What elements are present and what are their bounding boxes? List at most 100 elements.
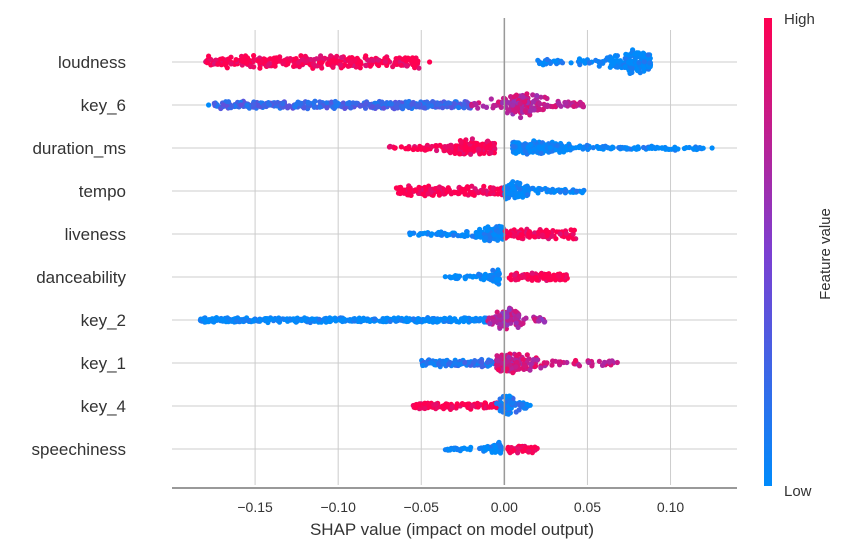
shap-point	[598, 59, 604, 65]
shap-point	[469, 136, 475, 142]
shap-point	[532, 444, 538, 450]
point-cluster	[493, 351, 620, 376]
shap-point	[520, 448, 526, 454]
shap-point	[458, 186, 465, 192]
shap-point	[426, 404, 432, 410]
shap-point	[302, 53, 308, 60]
shap-point	[324, 100, 330, 106]
shap-point	[506, 354, 512, 360]
shap-point	[450, 232, 456, 238]
shap-point	[505, 100, 512, 106]
feature-row-key_4	[410, 393, 533, 417]
shap-point	[308, 56, 314, 63]
shap-point	[538, 365, 544, 371]
shap-point	[398, 62, 404, 68]
shap-point	[465, 401, 471, 407]
x-tick-label: −0.15	[237, 499, 273, 515]
shap-point	[351, 316, 357, 322]
shap-point	[421, 105, 427, 111]
shap-point	[443, 402, 449, 408]
shap-point	[251, 101, 257, 108]
shap-point	[496, 272, 502, 278]
shap-point	[596, 358, 603, 364]
shap-point	[609, 56, 615, 62]
shap-point	[422, 230, 428, 236]
shap-point	[233, 57, 239, 63]
shap-point	[435, 361, 441, 367]
shap-point	[533, 187, 539, 193]
shap-point	[511, 447, 517, 453]
shap-point	[514, 105, 520, 111]
shap-point	[476, 231, 482, 237]
shap-point	[238, 102, 244, 108]
shap-point	[495, 358, 501, 364]
point-cluster	[203, 53, 422, 71]
shap-point	[360, 317, 366, 323]
shap-point	[495, 237, 501, 243]
shap-point	[514, 359, 520, 365]
shap-point	[461, 101, 467, 107]
shap-point	[497, 402, 503, 408]
shap-point	[480, 187, 486, 194]
shap-point	[339, 54, 345, 61]
shap-point	[473, 101, 479, 107]
shap-point	[504, 314, 510, 320]
shap-point	[395, 186, 401, 192]
shap-point	[365, 317, 371, 323]
shap-point	[426, 316, 432, 322]
shap-point	[577, 62, 583, 68]
shap-point	[211, 100, 217, 106]
shap-point	[547, 60, 554, 66]
shap-point	[476, 271, 482, 277]
shap-point	[333, 103, 339, 109]
shap-point	[556, 360, 562, 366]
feature-label-speechiness: speechiness	[31, 440, 126, 459]
shap-point	[515, 324, 521, 330]
shap-point	[540, 234, 546, 240]
shap-point	[468, 151, 474, 157]
shap-point	[314, 56, 320, 62]
shap-point	[275, 317, 281, 324]
shap-point	[431, 317, 437, 323]
shap-point	[559, 143, 565, 149]
shap-point	[606, 359, 613, 365]
shap-point	[415, 58, 421, 64]
shap-point	[425, 191, 431, 197]
feature-label-danceability: danceability	[36, 268, 126, 287]
shap-point	[577, 143, 583, 149]
shap-point	[294, 317, 300, 323]
shap-point	[505, 411, 512, 417]
shap-point	[332, 98, 338, 105]
shap-point	[317, 104, 323, 110]
shap-point	[298, 53, 304, 59]
shap-point	[206, 53, 212, 59]
shap-point	[398, 144, 404, 150]
shap-point	[486, 273, 492, 279]
shap-point	[228, 103, 235, 109]
shap-point	[358, 102, 364, 108]
shap-point	[442, 274, 448, 280]
shap-point	[448, 143, 454, 150]
shap-point	[512, 272, 518, 278]
shap-point	[528, 361, 534, 367]
zero-line	[172, 18, 737, 489]
shap-point	[484, 359, 490, 365]
shap-point	[200, 316, 206, 322]
shap-point	[510, 370, 516, 376]
shap-point	[485, 138, 491, 144]
shap-point	[481, 447, 487, 453]
colorbar-low-label: Low	[784, 483, 812, 500]
shap-point	[324, 105, 330, 111]
shap-point	[370, 57, 376, 64]
point-cluster	[211, 98, 473, 112]
shap-point	[537, 101, 543, 107]
shap-point	[507, 316, 514, 322]
shap-point	[448, 191, 454, 197]
shap-point	[319, 65, 325, 71]
shap-point	[442, 144, 448, 150]
shap-point	[551, 272, 557, 278]
feature-label-liveness: liveness	[65, 225, 126, 244]
shap-point	[504, 359, 510, 365]
